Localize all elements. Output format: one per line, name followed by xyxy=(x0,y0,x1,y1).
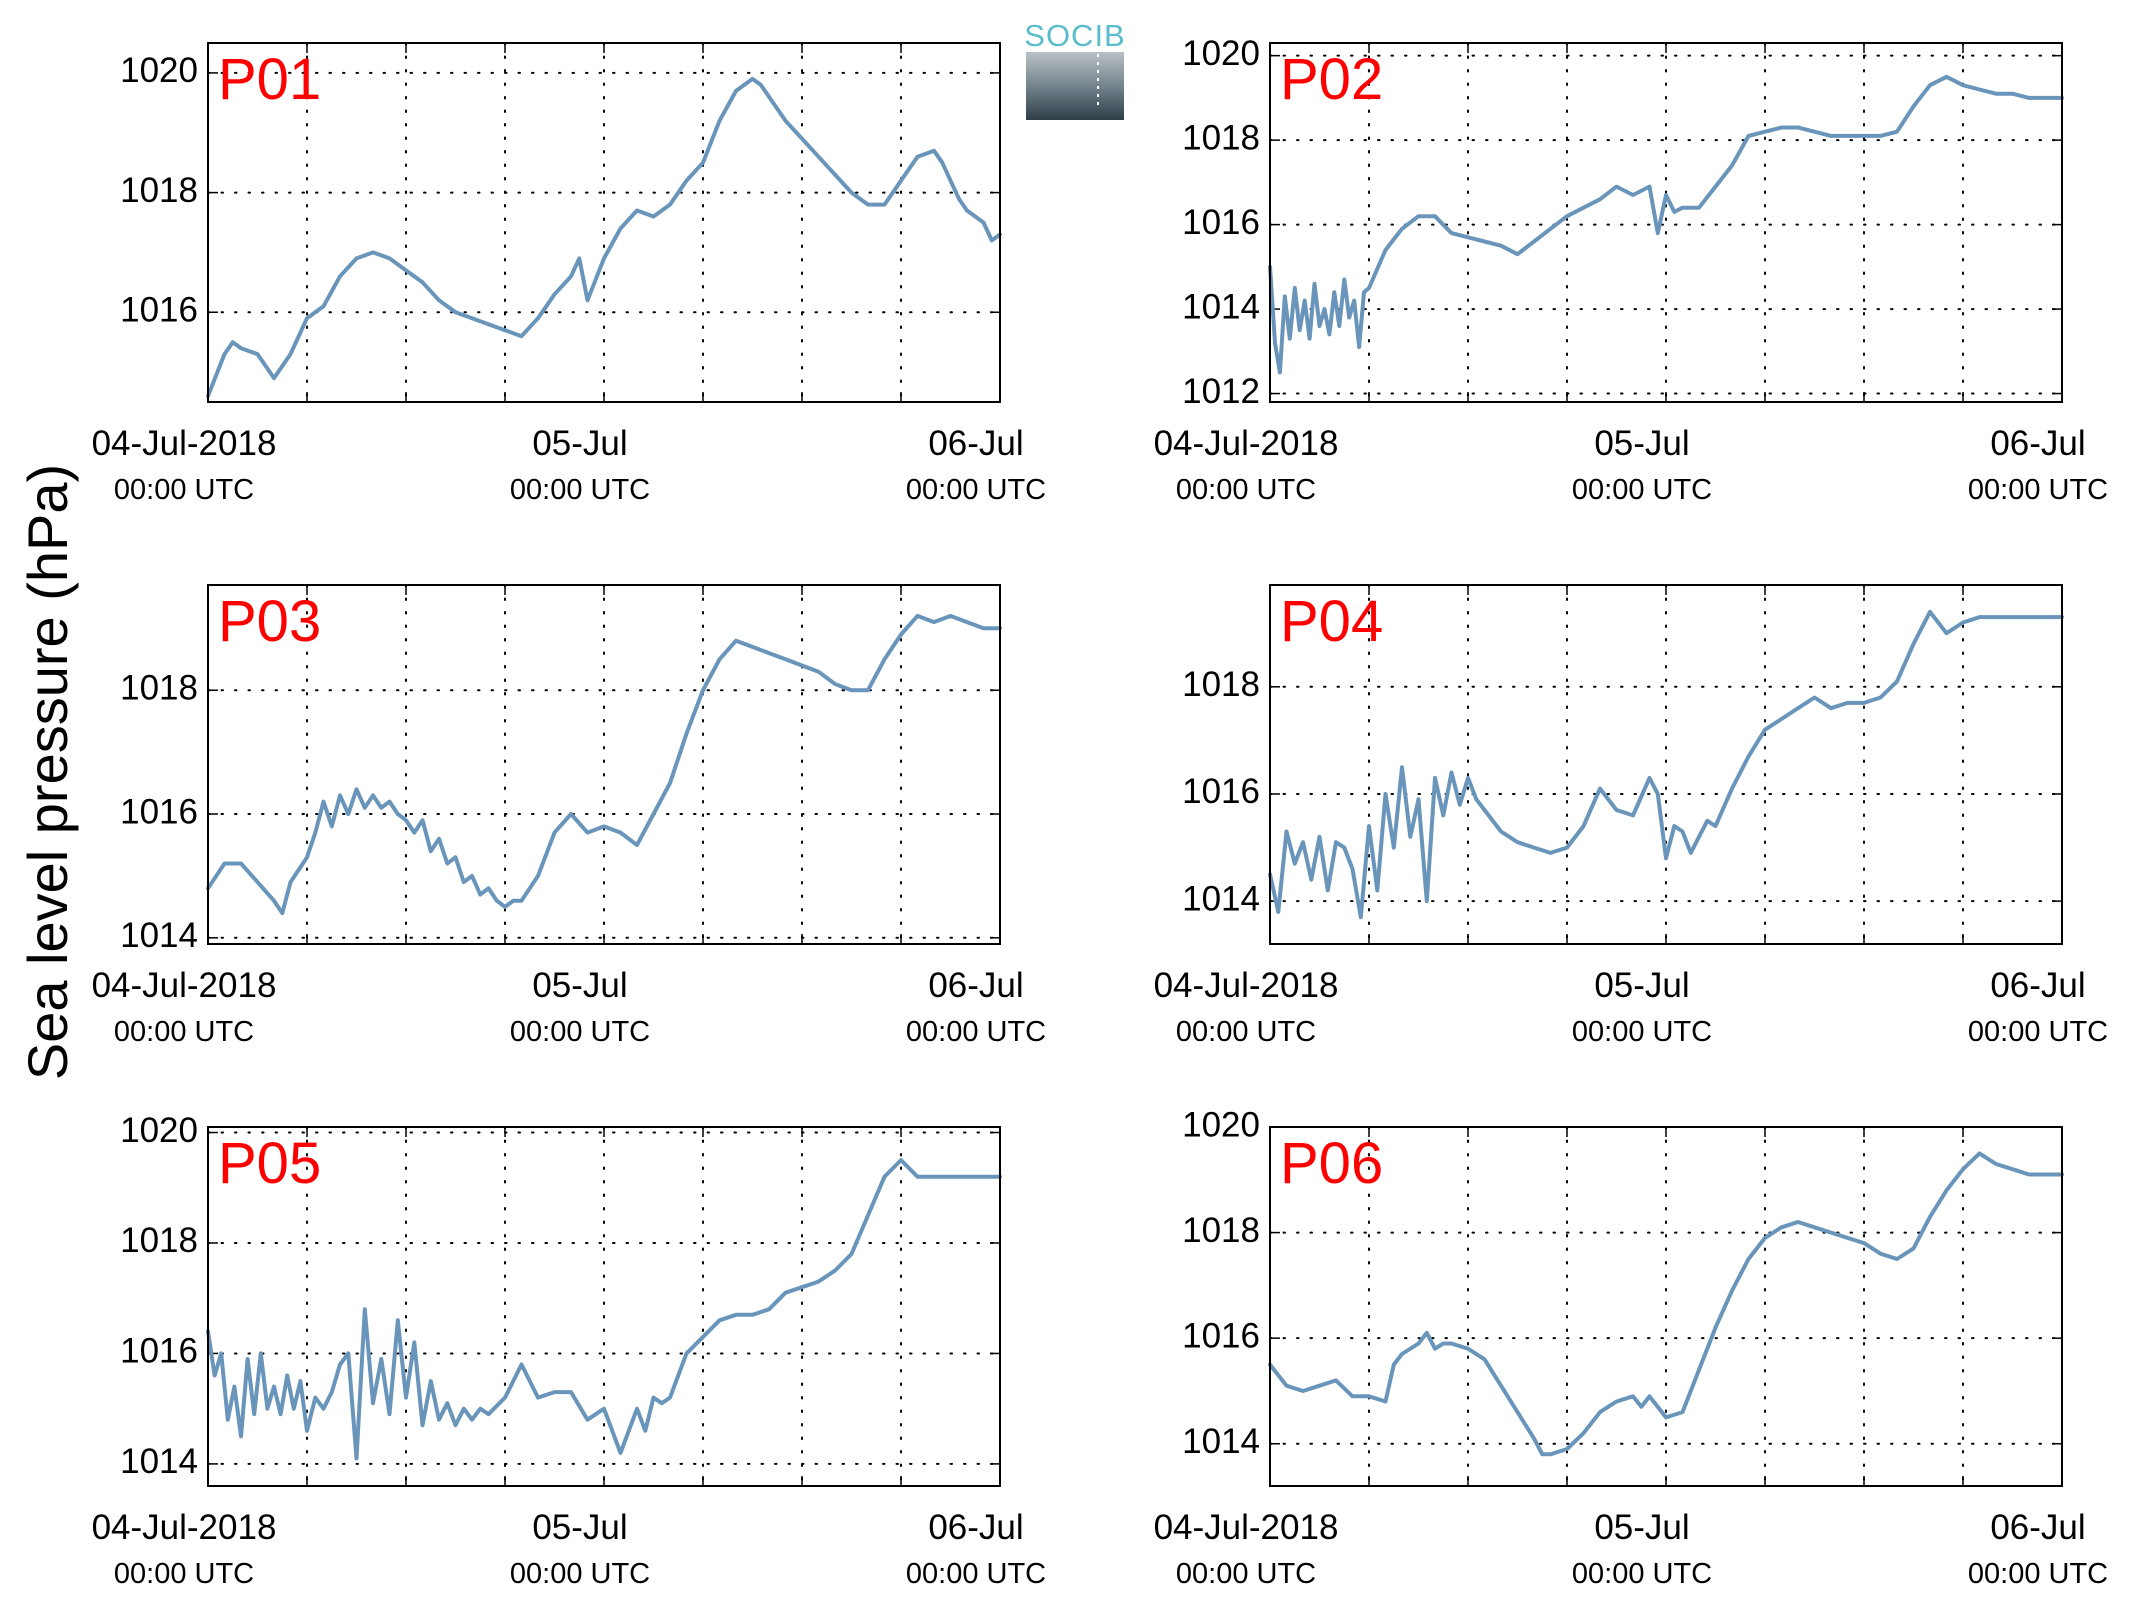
logo-wave-block xyxy=(1026,52,1124,120)
y-tick-label: 1014 xyxy=(120,916,198,955)
axes-frame xyxy=(207,42,1001,403)
x-tick-sublabel: 00:00 UTC xyxy=(1968,1558,2108,1590)
panels-container: 1016 1018 1020 04-Jul-2018 00:00 UTC 05-Jul 00… xyxy=(92,34,2109,1590)
y-tick-label: 1020 xyxy=(1182,1105,1260,1144)
y-tick-label: 1018 xyxy=(1182,118,1260,157)
axes-frame xyxy=(1269,584,2063,945)
y-tick-label: 1018 xyxy=(120,171,198,210)
y-tick-label: 1020 xyxy=(120,51,198,90)
panel-label: P04 xyxy=(1280,589,1383,654)
y-tick-label: 1016 xyxy=(120,291,198,330)
series-line xyxy=(1268,609,2064,920)
x-tick-label: 06-Jul xyxy=(928,966,1023,1005)
panel-label: P03 xyxy=(218,589,321,654)
x-tick-label: 05-Jul xyxy=(532,424,627,463)
chart-panel-p04: 1014 1016 1018 04-Jul-2018 00:00 UTC 05-Jul 00… xyxy=(1154,584,2108,1048)
x-tick-sublabel: 00:00 UTC xyxy=(906,474,1046,506)
y-tick-label: 1018 xyxy=(1182,1211,1260,1250)
y-tick-label: 1014 xyxy=(1182,1422,1260,1461)
x-tick-label: 04-Jul-2018 xyxy=(92,424,277,463)
x-tick-label: 04-Jul-2018 xyxy=(92,966,277,1005)
y-tick-label: 1016 xyxy=(1182,772,1260,811)
panel-label: P01 xyxy=(218,47,321,112)
x-tick-label: 06-Jul xyxy=(1990,966,2085,1005)
x-tick-label: 04-Jul-2018 xyxy=(92,1508,277,1547)
y-tick-label: 1016 xyxy=(1182,1316,1260,1355)
chart-panel-p06: 1014 1016 1018 1020 04-Jul-2018 00:00 UTC 05-J… xyxy=(1154,1105,2109,1590)
x-tick-sublabel: 00:00 UTC xyxy=(510,1016,650,1048)
x-tick-label: 05-Jul xyxy=(532,966,627,1005)
x-tick-sublabel: 00:00 UTC xyxy=(1572,1558,1712,1590)
x-tick-sublabel: 00:00 UTC xyxy=(906,1016,1046,1048)
x-tick-label: 06-Jul xyxy=(1990,1508,2085,1547)
x-tick-sublabel: 00:00 UTC xyxy=(114,1558,254,1590)
x-tick-sublabel: 00:00 UTC xyxy=(1176,1016,1316,1048)
y-tick-label: 1014 xyxy=(1182,287,1260,326)
x-tick-label: 04-Jul-2018 xyxy=(1154,966,1339,1005)
axes-frame xyxy=(207,584,1001,945)
x-tick-sublabel: 00:00 UTC xyxy=(1968,1016,2108,1048)
series-line xyxy=(206,76,1002,398)
socib-logo: SOCIB xyxy=(1024,18,1125,120)
x-tick-sublabel: 00:00 UTC xyxy=(906,1558,1046,1590)
y-tick-label: 1018 xyxy=(1182,665,1260,704)
x-tick-sublabel: 00:00 UTC xyxy=(1572,474,1712,506)
axes-frame xyxy=(1269,1126,2063,1487)
y-axis-label: Sea level pressure (hPa) xyxy=(16,464,79,1080)
chart-panel-p02: 1012 1014 1016 1018 1020 04-Jul-2018 00:00 UTC… xyxy=(1154,34,2109,506)
series-line xyxy=(1268,74,2064,375)
axes-frame xyxy=(1269,42,2063,403)
x-tick-sublabel: 00:00 UTC xyxy=(1968,474,2108,506)
x-tick-label: 04-Jul-2018 xyxy=(1154,1508,1339,1547)
x-tick-sublabel: 00:00 UTC xyxy=(1572,1016,1712,1048)
y-tick-label: 1014 xyxy=(1182,879,1260,918)
x-tick-label: 05-Jul xyxy=(1594,966,1689,1005)
series-line xyxy=(1268,1151,2064,1457)
logo-text: SOCIB xyxy=(1024,18,1125,53)
x-tick-label: 05-Jul xyxy=(1594,424,1689,463)
series-line xyxy=(206,1158,1002,1461)
x-tick-sublabel: 00:00 UTC xyxy=(1176,1558,1316,1590)
x-tick-sublabel: 00:00 UTC xyxy=(114,1016,254,1048)
y-tick-label: 1016 xyxy=(1182,203,1260,242)
panel-label: P02 xyxy=(1280,47,1383,112)
x-tick-sublabel: 00:00 UTC xyxy=(1176,474,1316,506)
x-tick-label: 05-Jul xyxy=(532,1508,627,1547)
x-tick-sublabel: 00:00 UTC xyxy=(510,474,650,506)
y-tick-label: 1014 xyxy=(120,1442,198,1481)
chart-panel-p05: 1014 1016 1018 1020 04-Jul-2018 00:00 UTC 05-J… xyxy=(92,1111,1047,1590)
y-tick-label: 1016 xyxy=(120,792,198,831)
y-tick-label: 1016 xyxy=(120,1332,198,1371)
panel-label: P06 xyxy=(1280,1131,1383,1196)
panel-label: P05 xyxy=(218,1131,321,1196)
y-tick-label: 1018 xyxy=(120,1221,198,1260)
y-tick-label: 1020 xyxy=(1182,34,1260,73)
y-tick-label: 1020 xyxy=(120,1111,198,1150)
chart-panel-p01: 1016 1018 1020 04-Jul-2018 00:00 UTC 05-Jul 00… xyxy=(92,42,1046,506)
x-tick-label: 06-Jul xyxy=(928,424,1023,463)
series-line xyxy=(206,613,1002,916)
y-tick-label: 1018 xyxy=(120,668,198,707)
x-tick-label: 05-Jul xyxy=(1594,1508,1689,1547)
x-tick-label: 06-Jul xyxy=(928,1508,1023,1547)
axes-frame xyxy=(207,1126,1001,1487)
x-tick-sublabel: 00:00 UTC xyxy=(114,474,254,506)
x-tick-sublabel: 00:00 UTC xyxy=(510,1558,650,1590)
x-tick-label: 04-Jul-2018 xyxy=(1154,424,1339,463)
chart-panel-p03: 1014 1016 1018 04-Jul-2018 00:00 UTC 05-Jul 00… xyxy=(92,584,1046,1048)
y-tick-label: 1012 xyxy=(1182,372,1260,411)
x-tick-label: 06-Jul xyxy=(1990,424,2085,463)
